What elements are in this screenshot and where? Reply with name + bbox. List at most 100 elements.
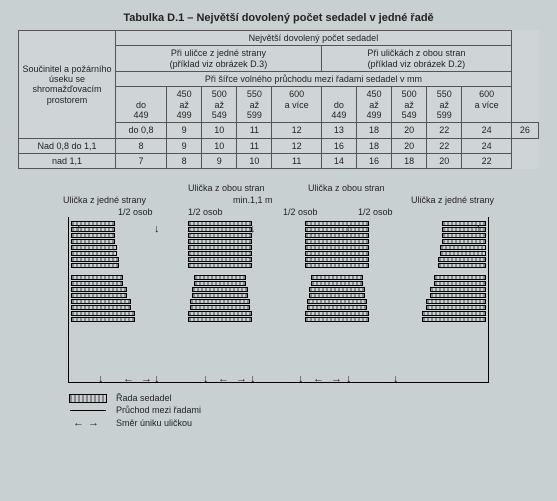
data-cell: 16 [357, 154, 392, 169]
col-header: do449 [116, 87, 167, 123]
label-min: min.1,1 m [233, 195, 273, 205]
arrow-down-icon: ↓ [346, 223, 352, 235]
arrow-lr-icon: ← → [313, 373, 344, 385]
data-cell: 10 [202, 123, 237, 138]
arrow-down-icon: ↓ [393, 373, 399, 385]
data-cell: 24 [462, 138, 511, 153]
seat-row [426, 305, 486, 310]
seat-row [192, 293, 248, 298]
seat-row [188, 233, 252, 238]
arrow-down-icon: ↓ [346, 373, 352, 385]
seat-row [309, 287, 365, 292]
data-cell: 7 [116, 154, 167, 169]
data-cell: 8 [116, 138, 167, 153]
data-cell: 18 [392, 154, 427, 169]
data-cell: 14 [321, 154, 356, 169]
arrow-down-icon: ↓ [154, 223, 160, 235]
arrow-lr-icon: ← → [218, 373, 249, 385]
seat-row [442, 239, 486, 244]
frac-0: 1/2 osob [118, 207, 153, 217]
legend-text: Řada sedadel [116, 393, 172, 403]
seat-row [71, 311, 135, 316]
seat-block [188, 221, 252, 372]
row-header: Součinitel a požárního úseku se shromažď… [19, 31, 116, 139]
seat-row [71, 245, 117, 250]
seat-row [430, 293, 486, 298]
seat-row [188, 239, 252, 244]
data-cell: 22 [427, 123, 462, 138]
seat-row [71, 305, 131, 310]
table-title: Tabulka D.1 – Největší dovolený počet se… [18, 12, 539, 24]
seat-row [305, 311, 369, 316]
body-row: nad 1,178910111416182022 [19, 154, 539, 169]
arrow-up-icon: ↑ [476, 223, 482, 235]
seat-row [71, 263, 119, 268]
col-header: do449 [321, 87, 356, 123]
data-cell: 13 [321, 123, 356, 138]
seat-row [426, 299, 486, 304]
arrow-down-icon: ↓ [98, 373, 104, 385]
data-cell: 9 [202, 154, 237, 169]
data-cell: 20 [427, 154, 462, 169]
seat-row [188, 227, 252, 232]
data-cell: 16 [321, 138, 356, 153]
col-header: 600a více [462, 87, 511, 123]
data-cell: 22 [462, 154, 511, 169]
col-header: 550až599 [427, 87, 462, 123]
data-cell: 18 [357, 123, 392, 138]
seat-row [305, 221, 369, 226]
seat-row [438, 257, 486, 262]
label-left: Ulička z jedné strany [63, 195, 146, 205]
row-label: Nad 0,8 do 1,1 [19, 138, 116, 153]
data-cell: 10 [237, 154, 272, 169]
frac-2: 1/2 osob [283, 207, 318, 217]
seat-row [422, 311, 486, 316]
seat-row [309, 293, 365, 298]
seat-row [194, 275, 246, 280]
data-cell: 11 [237, 123, 272, 138]
seat-row [71, 287, 127, 292]
seat-row [71, 317, 135, 322]
left-group: Při uličce z jedné strany (příklad viz o… [116, 46, 322, 72]
seat-row [188, 257, 252, 262]
arrow-up-icon: ↑ [76, 223, 82, 235]
data-cell: 12 [272, 123, 321, 138]
legend-row: ←→ Směr úniku uličkou [68, 417, 539, 429]
frac-1: 1/2 osob [188, 207, 223, 217]
seat-block [71, 221, 135, 372]
seat-row [71, 275, 123, 280]
data-cell: 11 [272, 154, 321, 169]
arrow-down-icon: ↓ [298, 373, 304, 385]
data-cell: 22 [427, 138, 462, 153]
seat-row [311, 275, 363, 280]
seat-row [434, 281, 486, 286]
right-group: Při uličkách z obou stran (příklad viz o… [321, 46, 511, 72]
seat-row [422, 317, 486, 322]
seat-row [71, 251, 117, 256]
seat-row [438, 263, 486, 268]
seat-row [188, 245, 252, 250]
seat-row [188, 221, 252, 226]
label-top2: Ulička z obou stran [308, 183, 385, 193]
seat-row [188, 251, 252, 256]
seat-row [440, 245, 486, 250]
seat-row [430, 287, 486, 292]
seat-row [305, 239, 369, 244]
col-header: 550až599 [237, 87, 272, 123]
sub-header: Při šířce volného průchodu mezi řadami s… [116, 72, 512, 87]
row-label: nad 1,1 [19, 154, 116, 169]
seat-row [194, 281, 246, 286]
data-cell: 24 [462, 123, 511, 138]
seat-row [71, 293, 127, 298]
legend-row: Průchod mezi řadami [68, 405, 539, 415]
legend-line-icon [68, 410, 108, 411]
seat-row [305, 263, 369, 268]
seat-block [422, 221, 486, 372]
col-header: 500až549 [202, 87, 237, 123]
seat-row [71, 257, 119, 262]
sup-header: Největší dovolený počet sedadel [116, 31, 512, 46]
col-header: 500až549 [392, 87, 427, 123]
seat-row [305, 317, 369, 322]
data-cell: 9 [167, 123, 202, 138]
legend-row: Řada sedadel [68, 393, 539, 403]
